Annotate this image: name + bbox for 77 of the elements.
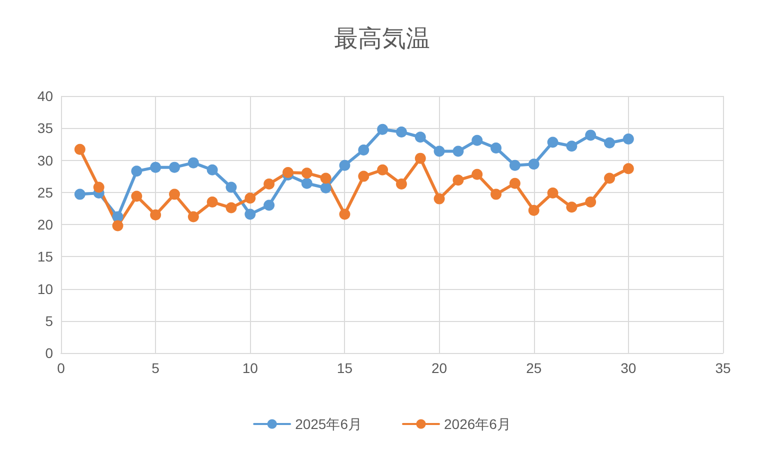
point: [150, 162, 162, 173]
point: [472, 168, 483, 180]
x-tick-label: 15: [336, 360, 353, 376]
point: [339, 160, 350, 171]
legend-label: 2025年6月: [295, 416, 362, 432]
y-tick-label: 5: [45, 312, 54, 329]
point: [490, 188, 502, 200]
chart-title: 最高気温: [334, 26, 430, 52]
point: [320, 172, 332, 184]
point: [528, 204, 540, 216]
y-tick-label: 20: [37, 216, 54, 232]
point: [244, 192, 256, 204]
point: [188, 211, 199, 222]
point: [396, 178, 407, 190]
point: [168, 188, 180, 200]
point: [150, 209, 162, 220]
x-tick-label: 0: [57, 360, 66, 376]
x-tick-label: 25: [526, 360, 542, 376]
point: [358, 144, 370, 156]
x-tick-label: 20: [431, 360, 448, 376]
point: [377, 124, 388, 135]
point: [226, 182, 237, 193]
point: [168, 162, 180, 173]
y-tick-label: 35: [37, 120, 54, 136]
point: [547, 136, 558, 148]
point: [566, 140, 578, 152]
point: [622, 134, 634, 145]
point: [396, 126, 407, 138]
point: [74, 144, 86, 155]
point: [188, 157, 199, 168]
point: [339, 208, 350, 220]
point: [131, 190, 142, 202]
point: [566, 202, 578, 213]
point: [604, 137, 616, 148]
point: [452, 146, 464, 157]
point: [264, 200, 275, 211]
point: [490, 142, 502, 154]
point: [264, 178, 275, 190]
point: [320, 182, 332, 194]
point: [131, 166, 142, 177]
legend-label: 2026年6月: [444, 416, 511, 432]
point: [622, 163, 634, 174]
point: [472, 134, 483, 146]
y-tick-label: 0: [45, 345, 54, 361]
point: [547, 188, 558, 199]
point: [244, 208, 256, 220]
y-tick-label: 25: [37, 184, 54, 200]
point: [434, 146, 445, 157]
point: [301, 178, 312, 189]
point: [93, 182, 104, 193]
x-tick-label: 10: [242, 360, 258, 376]
point: [434, 193, 445, 204]
point: [509, 160, 520, 171]
y-tick-label: 10: [37, 280, 54, 297]
point: [528, 158, 540, 170]
point: [112, 220, 124, 232]
point: [604, 172, 616, 184]
point: [585, 130, 596, 141]
point: [358, 170, 370, 182]
point: [74, 188, 86, 200]
point: [585, 196, 596, 208]
point: [414, 132, 426, 143]
point: [414, 152, 426, 164]
x-tick-label: 35: [715, 360, 731, 376]
point: [452, 174, 464, 186]
point: [509, 178, 520, 189]
point: [282, 166, 294, 178]
y-tick-label: 40: [37, 88, 54, 104]
x-tick-label: 30: [620, 360, 636, 376]
point: [206, 164, 218, 176]
x-tick-label: 5: [152, 360, 160, 376]
point: [226, 202, 237, 214]
point: [301, 168, 312, 179]
point: [206, 196, 218, 208]
point: [377, 164, 388, 176]
y-tick-label: 30: [37, 152, 54, 168]
y-tick-label: 15: [37, 248, 54, 265]
